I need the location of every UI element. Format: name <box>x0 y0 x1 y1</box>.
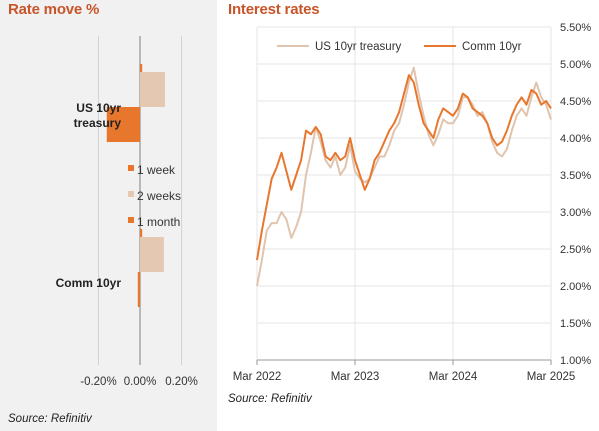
y-tick-label: 5.00% <box>560 59 591 71</box>
interest-rates-panel: Interest rates 1.00% 1.50% 2.00% 2.50% 3.00%… <box>217 0 599 431</box>
series-line-US-10yr-treasury <box>256 66 552 287</box>
x-tick-label: Mar 2024 <box>429 371 478 383</box>
bar-1-week <box>140 64 143 72</box>
bar-1-week <box>140 229 143 237</box>
y-tick-label: 2.50% <box>560 244 591 256</box>
x-tick-label: -0.20% <box>80 376 116 388</box>
category-label: Comm 10yr <box>56 276 122 290</box>
y-tick-label: 4.00% <box>560 133 591 145</box>
legend-label: US 10yr treasury <box>315 41 402 53</box>
y-tick-label: 5.50% <box>560 22 591 34</box>
bar-1-month <box>106 107 140 142</box>
rate-move-source: Source: Refinitiv <box>8 413 92 425</box>
y-tick-label: 3.50% <box>560 170 591 182</box>
legend-label: 1 month <box>137 215 180 229</box>
legend-swatch <box>128 165 134 171</box>
legend-label: 1 week <box>137 163 176 177</box>
x-tick-label: 0.00% <box>124 376 157 388</box>
bar-1-month <box>137 272 140 307</box>
x-tick-label: Mar 2022 <box>233 371 282 383</box>
legend-swatch <box>128 191 134 197</box>
category-label: treasury <box>74 116 122 130</box>
rate-move-panel: Rate move % -0.20% 0.00% 0.20% US 10yr treas… <box>0 0 217 431</box>
interest-rates-title: Interest rates <box>228 1 320 18</box>
x-tick-label: 0.20% <box>165 376 198 388</box>
y-tick-label: 1.50% <box>560 318 591 330</box>
category-label: US 10yr <box>76 101 121 115</box>
x-tick-label: Mar 2023 <box>331 371 380 383</box>
y-tick-label: 2.00% <box>560 281 591 293</box>
y-tick-label: 1.00% <box>560 355 591 367</box>
interest-rates-source: Source: Refinitiv <box>228 393 312 405</box>
bar-2-weeks <box>140 237 164 272</box>
y-tick-label: 3.00% <box>560 207 591 219</box>
legend-label: Comm 10yr <box>462 41 522 53</box>
legend-swatch <box>128 217 134 223</box>
bar-2-weeks <box>140 72 165 107</box>
y-tick-label: 4.50% <box>560 96 591 108</box>
x-tick-label: Mar 2025 <box>527 371 576 383</box>
interest-rates-chart: 1.00% 1.50% 2.00% 2.50% 3.00% 3.50% 4.00% 4.50%… <box>233 22 592 383</box>
rate-move-title: Rate move % <box>8 1 100 18</box>
legend-label: 2 weeks <box>137 189 181 203</box>
series-line-Comm-10yr <box>256 74 552 261</box>
